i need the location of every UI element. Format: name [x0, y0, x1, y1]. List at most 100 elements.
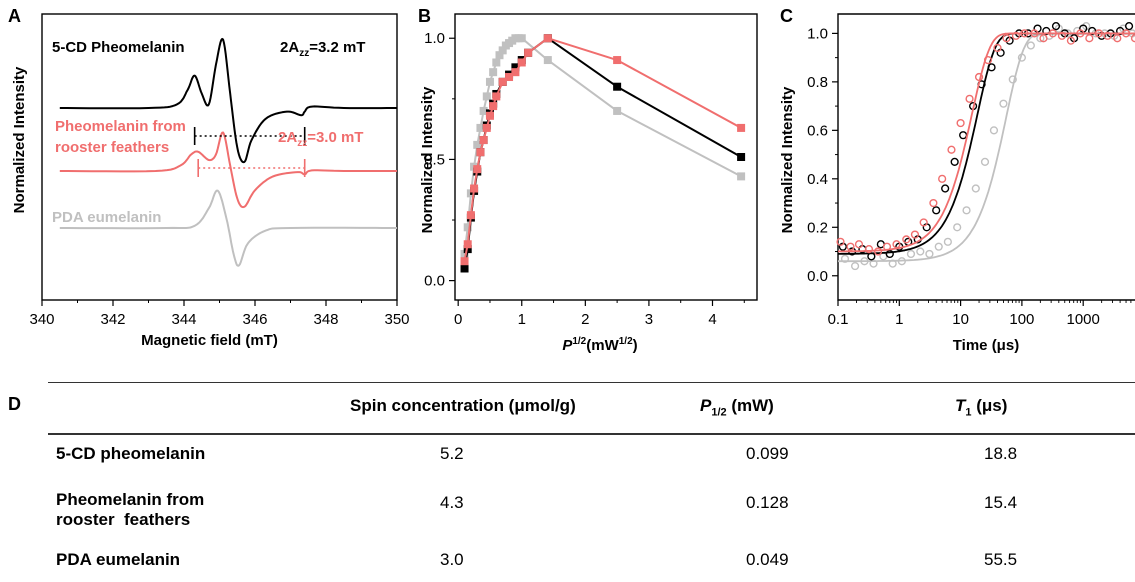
panel-b-xtick-label: 0 [454, 311, 462, 328]
panel-a-series-1 [59, 131, 397, 209]
cell-p-5cd: 0.099 [746, 444, 789, 463]
panel-a-azz-red-part-2: =3.0 mT [307, 129, 363, 146]
panel-a-label-pda: PDA eumelanin [52, 209, 161, 226]
panel-b-point-0 [511, 63, 520, 72]
panel-c-point-1 [1113, 34, 1122, 43]
panel-b-point-1 [485, 111, 494, 120]
panel-b-point-0 [613, 82, 622, 91]
panel-b-point-0 [737, 153, 746, 161]
row-name-rooster: Pheomelanin from rooster feathers [56, 490, 204, 530]
panel-b-xlabel-part-4: ) [633, 337, 638, 354]
panel-c-xtick-label: 10 [952, 311, 969, 328]
row-name-pda: PDA eumelanin [56, 550, 181, 569]
panel-c-point-1 [1066, 36, 1075, 45]
panel-letter-b: B [418, 6, 431, 26]
panel-c-point-1 [1048, 29, 1057, 38]
panel-a-chart: 340 342 344 346 348 350 Magnetic field (mT) Nor… [11, 13, 410, 349]
table-top-rule [48, 382, 1135, 383]
panel-a-label-rooster-2: rooster feathers [55, 139, 169, 156]
panel-c-ytick-label: 0.4 [807, 171, 828, 188]
panel-c-point-2 [934, 242, 943, 251]
panel-b-xlabel-part-0: P [562, 337, 573, 354]
panel-a-xtick-label: 350 [384, 311, 409, 328]
panel-b-point-1 [476, 148, 485, 157]
panel-letter-d: D [8, 394, 21, 414]
panel-c-point-1 [846, 242, 855, 251]
panel-c-point-0 [941, 184, 950, 193]
panel-c-xtick-label: 0.1 [828, 311, 849, 328]
panel-c-point-2 [888, 259, 897, 268]
panel-a-series-2 [59, 189, 397, 267]
table-d: D Spin concentration (μmol/g) P1/2 (mW) … [0, 380, 1135, 580]
panel-c-point-0 [959, 131, 968, 140]
cell-t1-rooster: 15.4 [984, 493, 1018, 512]
panel-letter-a: A [8, 6, 21, 26]
cell-spin-rooster: 4.3 [440, 493, 464, 512]
panel-c-point-2 [943, 237, 952, 246]
panel-c-point-2 [971, 184, 980, 193]
panel-c-point-2 [1017, 53, 1026, 62]
panel-b-point-0 [460, 264, 469, 273]
panel-b-point-1 [482, 123, 491, 132]
panel-c-point-2 [953, 223, 962, 232]
panel-c-xlabel: Time (μs) [953, 337, 1019, 354]
panel-b-point-2 [460, 249, 469, 258]
panel-a-xtick-label: 340 [29, 311, 54, 328]
panel-c-ytick-label: 0.6 [807, 122, 828, 139]
panel-b-point-1 [470, 184, 479, 193]
panel-b-point-2 [463, 223, 472, 232]
panel-c-point-1 [919, 218, 928, 227]
column-header-t-symbol: T [955, 396, 966, 415]
panel-b-point-2 [737, 172, 746, 181]
panel-a-azz-black: 2Azz=3.2 mT [280, 39, 365, 59]
panel-b-point-1 [517, 58, 526, 67]
panel-a-series-0 [59, 37, 397, 164]
panel-b-frame [454, 13, 758, 301]
panel-a-azz-black-part-2: =3.2 mT [309, 39, 365, 56]
column-header-p-subscript: 1/2 [711, 406, 727, 419]
panel-c-point-1 [938, 174, 947, 183]
panel-c-point-0 [987, 63, 996, 72]
panel-c-point-2 [989, 126, 999, 135]
panel-b-point-1 [479, 136, 488, 145]
cell-p-pda: 0.049 [746, 550, 789, 569]
row-name-5cd: 5-CD pheomelanin [56, 444, 206, 463]
panel-b-point-2 [482, 92, 491, 101]
panel-a-azz-red-part-0: 2A [278, 129, 297, 146]
panel-b-xtick-label: 4 [708, 311, 716, 328]
panel-b-xtick-label: 1 [518, 311, 526, 328]
row-name-rooster-line2: rooster feathers [56, 510, 191, 529]
panel-b-point-1 [466, 211, 475, 220]
panel-a-frame [41, 13, 398, 301]
panel-c-point-1 [929, 198, 938, 208]
panel-a-label-5cd: 5-CD Pheomelanin [52, 39, 185, 56]
panel-a-xtick-label: 344 [171, 311, 196, 328]
panel-c-ytick-label: 0.0 [807, 268, 828, 285]
panel-c-point-1 [836, 237, 845, 246]
column-header-p-half: P1/2 (mW) [700, 396, 774, 418]
panel-c-frame [837, 13, 1135, 301]
panel-b-xlabel-part-1: 1/2 [572, 336, 586, 347]
panel-b-xlabel: P1/2(mW1/2) [562, 336, 637, 354]
panel-b-point-1 [492, 92, 501, 101]
panel-c-point-2 [1008, 75, 1017, 84]
panel-c-point-1 [1121, 29, 1131, 38]
cell-p-rooster: 0.128 [746, 493, 789, 512]
panel-b-point-2 [543, 56, 552, 65]
panel-a-xtick-label: 346 [242, 311, 267, 328]
row-name-rooster-line1: Pheomelanin from [56, 490, 205, 509]
panel-b-point-1 [505, 73, 514, 82]
panel-b-point-2 [476, 123, 485, 132]
panel-c-point-2 [897, 257, 906, 266]
panel-c-xtick-label: 100 [1009, 311, 1034, 328]
cell-t1-5cd: 18.8 [984, 444, 1018, 463]
panel-b-point-2 [613, 106, 622, 115]
panel-b-point-1 [613, 56, 622, 65]
panel-c-point-1 [965, 94, 974, 103]
panel-c-point-1 [1020, 29, 1029, 38]
panel-b-point-2 [498, 46, 507, 55]
panel-c-point-2 [860, 257, 869, 266]
panel-c-point-1 [1030, 29, 1039, 38]
panel-a-azz-black-part-1: zz [299, 48, 309, 59]
